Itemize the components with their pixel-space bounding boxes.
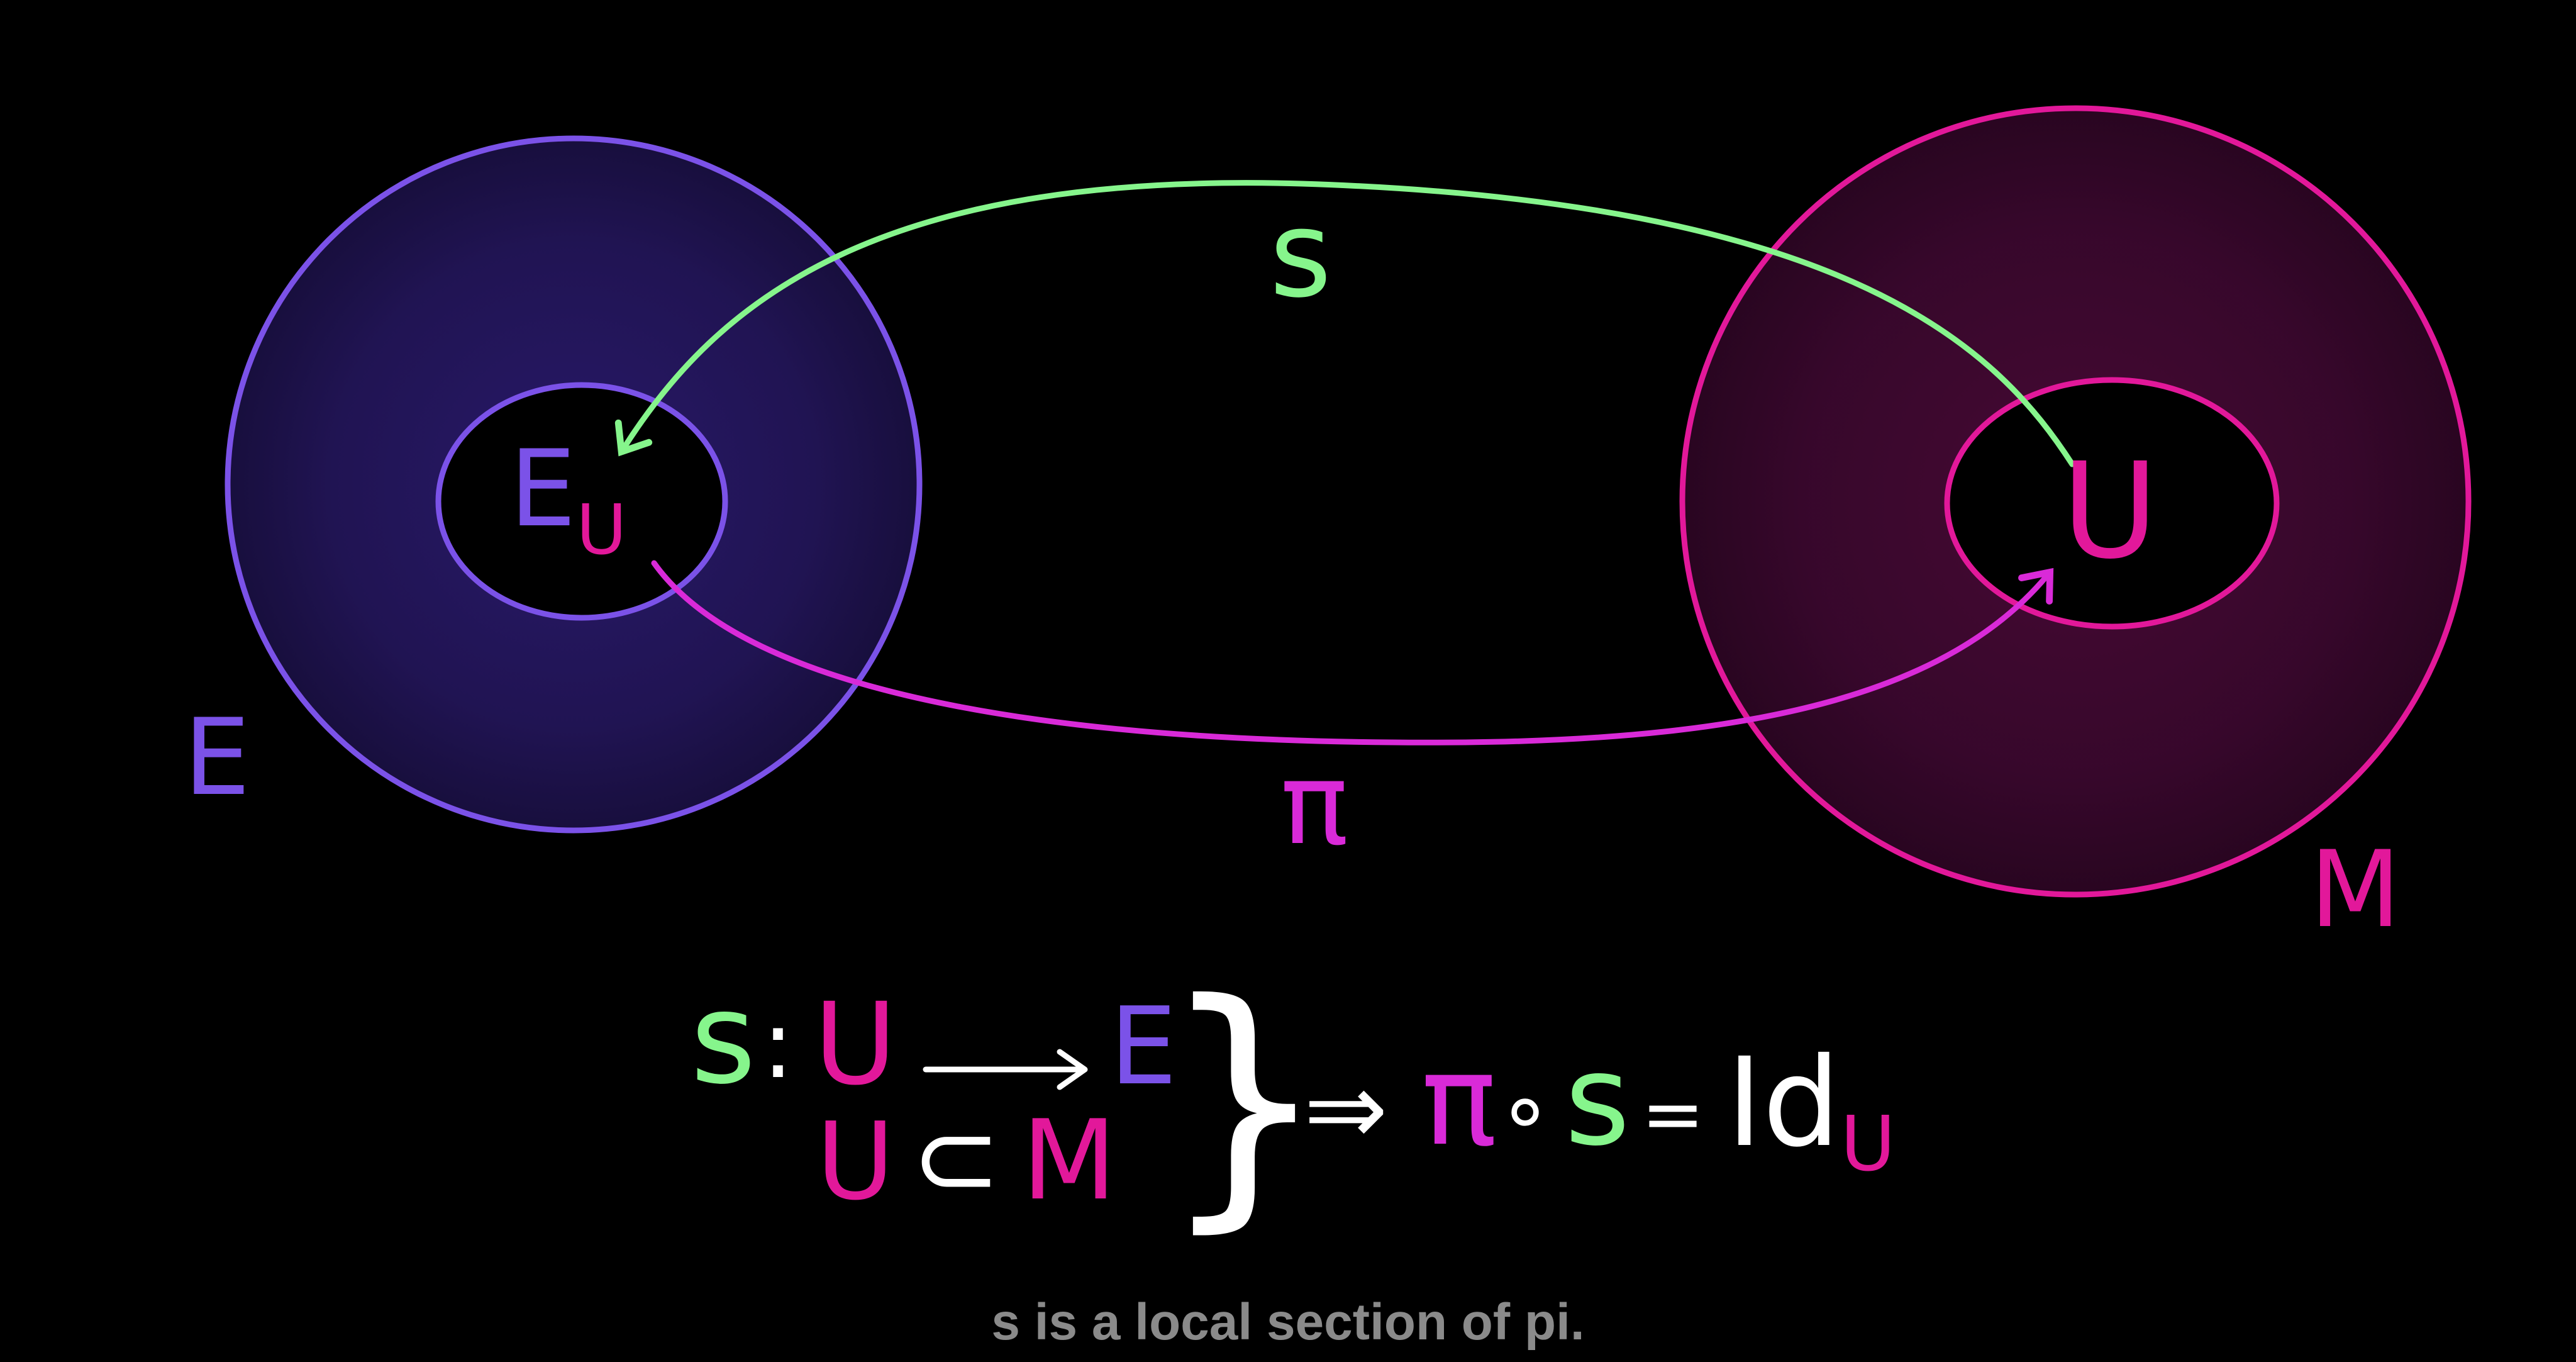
formula-eq: = [1641,1071,1705,1158]
fiber-label-sub: U [576,489,627,570]
formula-brace: } [1160,947,1328,1255]
formula-pi: π [1421,1027,1497,1174]
formula-colon: : [762,990,794,1100]
formula-implies: ⇒ [1304,1050,1388,1168]
formula-domain: U [814,979,897,1110]
formula-rhs-s: s [1565,1027,1630,1174]
projection-arrow [651,560,2054,745]
total-space-label: E [184,696,250,819]
formula-subset-symbol: ⊂ [911,1097,1001,1221]
formula-codomain: E [1109,985,1177,1109]
fiber-label: EU [509,427,627,570]
formula-id: IdU [1726,1031,1896,1188]
formula-circ: ∘ [1497,1059,1553,1161]
formula: s : U E U ⊂ M } ⇒ π ∘ s = IdU [691,947,1896,1255]
formula-s: s [691,966,756,1112]
caption: s is a local section of pi. [991,1293,1585,1351]
section-arrow [614,180,2075,467]
formula-id-sub: U [1840,1101,1896,1188]
base-space-label: M [2310,828,2401,951]
projection-label: π [1280,739,1348,870]
formula-subset-u: U [816,1100,894,1224]
fiber-label-main: E [509,427,576,550]
section-label: s [1270,185,1332,324]
fiber-ellipse [435,382,728,621]
formula-subset-m: M [1022,1097,1117,1225]
formula-map-arrowhead [1057,1049,1088,1090]
formula-id-main: Id [1726,1031,1840,1174]
open-set-ellipse [1944,377,2280,630]
open-set-label: U [2062,434,2158,588]
